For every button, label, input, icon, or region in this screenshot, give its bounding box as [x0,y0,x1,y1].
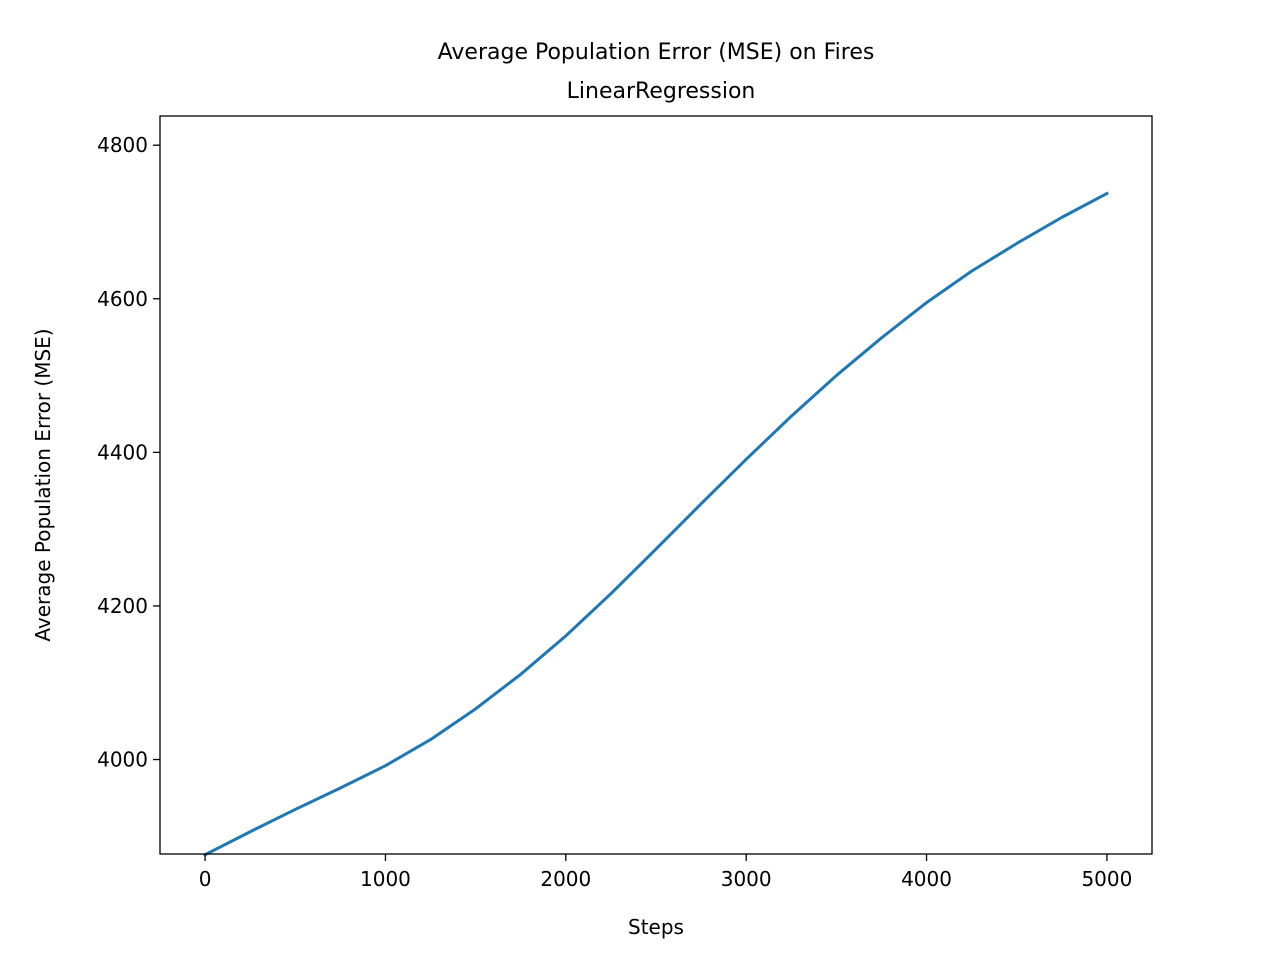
y-axis: 4000 4200 4400 4600 4800 [97,133,160,772]
series-line [203,191,1109,857]
x-tick-label: 5000 [1081,867,1132,891]
x-tick-label: 4000 [901,867,952,891]
x-axis-label: Steps [628,915,684,939]
y-tick-label: 4000 [97,748,148,772]
plot-frame [159,115,1153,855]
chart-title: Average Population Error (MSE) on Fires [438,40,875,65]
x-tick-label: 0 [199,867,212,891]
x-tick-label: 3000 [721,867,772,891]
plot-background [160,116,1152,854]
y-tick-label: 4800 [97,133,148,157]
plot-area [159,115,1153,857]
x-axis: 0 1000 2000 3000 4000 5000 [199,854,1132,891]
y-tick-label: 4400 [97,440,148,464]
chart-subtitle: LinearRegression [567,79,756,104]
series-layer [203,191,1109,857]
y-tick-label: 4600 [97,287,148,311]
x-tick-label: 1000 [360,867,411,891]
y-axis-label: Average Population Error (MSE) [31,328,55,641]
x-tick-label: 2000 [540,867,591,891]
y-tick-label: 4200 [97,594,148,618]
